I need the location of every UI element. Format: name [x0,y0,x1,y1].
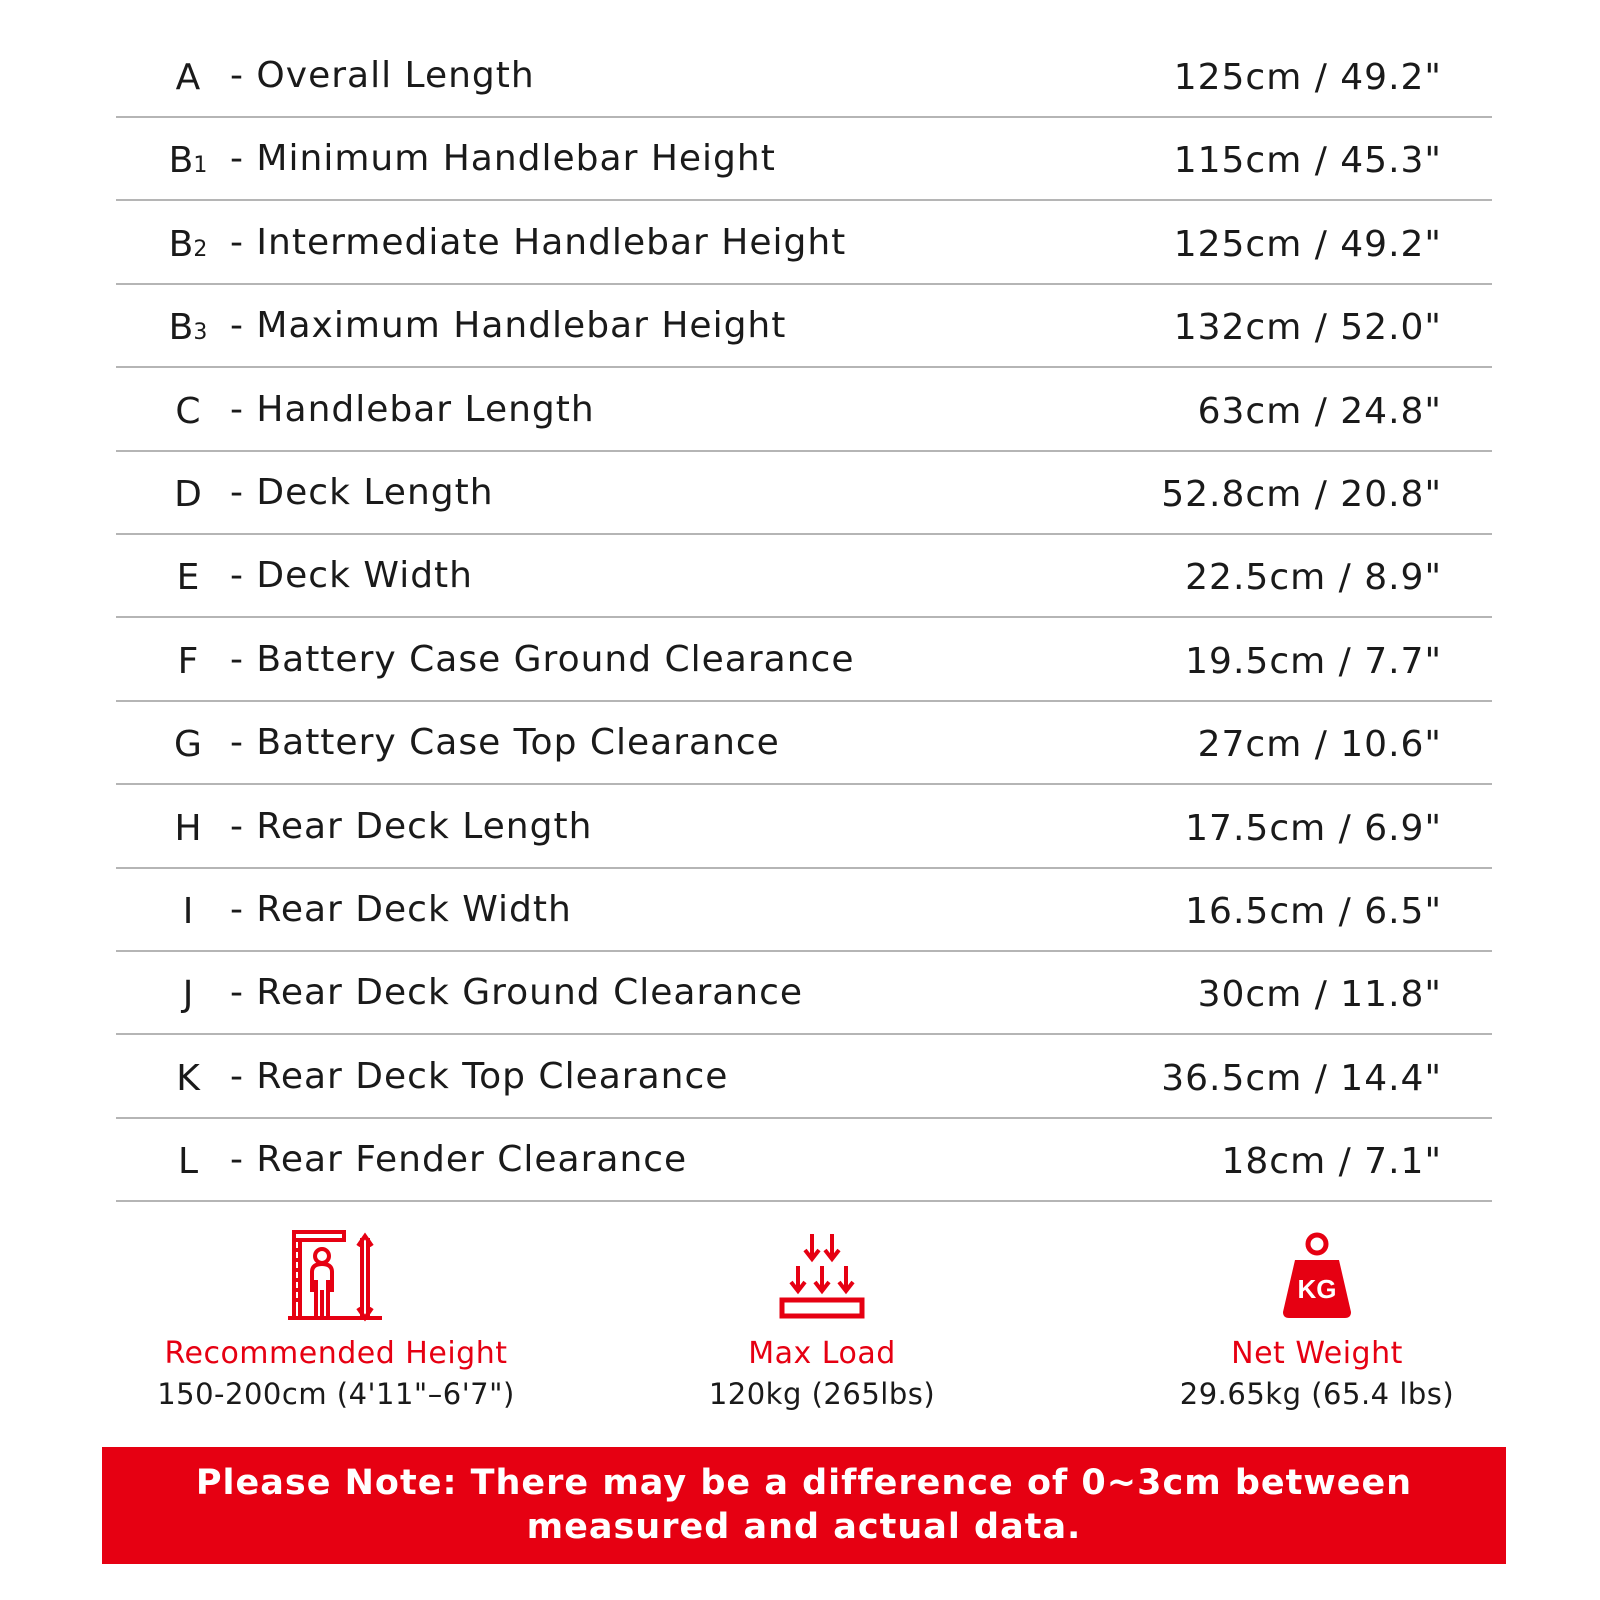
spec-value: 52.8cm / 20.8" [1161,474,1442,515]
spec-row: J - Rear Deck Ground Clearance 30cm / 11… [116,950,1492,1036]
spec-letter: F [177,640,199,682]
spec-name: - Minimum Handlebar Height [230,138,776,180]
spec-value: 16.5cm / 6.5" [1185,891,1442,932]
spec-name: - Deck Width [230,555,473,597]
spec-row: B3 - Maximum Handlebar Height 132cm / 52… [116,283,1492,369]
disclaimer-banner: Please Note: There may be a difference o… [102,1447,1506,1564]
svg-text:KG: KG [1298,1274,1337,1304]
spec-letter: B1 [168,140,208,182]
feature-recommended-height: Recommended Height 150-200cm (4'11"–6'7"… [106,1230,566,1411]
spec-name: - Battery Case Top Clearance [230,722,780,764]
spec-name: - Rear Deck Width [230,889,572,930]
weight-kg-icon: KG [1283,1232,1351,1318]
spec-letter: C [175,390,201,432]
spec-row: L - Rear Fender Clearance 18cm / 7.1" [116,1117,1492,1203]
spec-row: B1 - Minimum Handlebar Height 115cm / 45… [116,116,1492,202]
spec-row: C - Handlebar Length 63cm / 24.8" [116,367,1492,452]
spec-row: K - Rear Deck Top Clearance 36.5cm / 14.… [116,1034,1492,1119]
spec-value: 27cm / 10.6" [1197,724,1442,766]
spec-letter: B3 [168,307,208,349]
feature-max-load: Max Load 120kg (265lbs) [592,1230,1052,1411]
spec-value: 22.5cm / 8.9" [1185,557,1442,599]
spec-name: - Rear Deck Ground Clearance [230,972,804,1014]
feature-value: 120kg (265lbs) [708,1377,936,1411]
spec-letter: I [182,891,194,932]
max-load-icon [779,1234,865,1319]
spec-letter: J [182,974,194,1016]
spec-value: 19.5cm / 7.7" [1185,640,1442,682]
spec-value: 132cm / 52.0" [1173,307,1442,349]
spec-row: G - Battery Case Top Clearance 27cm / 10… [116,700,1492,786]
spec-letter: B2 [168,223,208,265]
spec-row: E - Deck Width 22.5cm / 8.9" [116,533,1492,619]
spec-value: 63cm / 24.8" [1197,390,1442,432]
disclaimer-line-1: Please Note: There may be a difference o… [195,1463,1413,1503]
spec-row: H - Rear Deck Length 17.5cm / 6.9" [116,784,1492,869]
spec-name: - Rear Deck Top Clearance [230,1055,729,1097]
spec-value: 36.5cm / 14.4" [1161,1057,1442,1099]
spec-name: - Rear Fender Clearance [230,1139,688,1181]
feature-title: Recommended Height [164,1336,508,1371]
spec-name: - Rear Deck Length [230,805,593,847]
spec-name: - Intermediate Handlebar Height [230,221,847,263]
spec-letter: A [175,57,201,98]
spec-letter: K [176,1057,200,1099]
feature-value: 150-200cm (4'11"–6'7") [157,1377,515,1411]
spec-row: B2 - Intermediate Handlebar Height 125cm… [116,200,1492,285]
feature-net-weight: KG Net Weight 29.65kg (65.4 lbs) [1087,1230,1547,1411]
spec-letter: G [174,724,202,766]
spec-letter: D [174,474,202,515]
spec-name: - Battery Case Ground Clearance [230,638,855,680]
spec-letter: H [174,807,202,849]
spec-row: D - Deck Length 52.8cm / 20.8" [116,450,1492,535]
spec-value: 115cm / 45.3" [1173,140,1442,182]
height-measure-icon [288,1230,382,1322]
disclaimer-line-2: measured and actual data. [526,1507,1082,1547]
spec-row: I - Rear Deck Width 16.5cm / 6.5" [116,867,1492,952]
spec-row: A - Overall Length 125cm / 49.2" [116,33,1492,118]
spec-value: 17.5cm / 6.9" [1185,807,1442,849]
spec-name: - Maximum Handlebar Height [230,305,787,347]
spec-value: 125cm / 49.2" [1173,223,1442,265]
spec-letter: L [177,1141,199,1183]
spec-name: - Overall Length [230,55,535,96]
feature-value: 29.65kg (65.4 lbs) [1179,1377,1455,1411]
spec-value: 125cm / 49.2" [1173,57,1442,98]
feature-title: Max Load [748,1336,896,1371]
spec-value: 30cm / 11.8" [1197,974,1442,1016]
spec-name: - Deck Length [230,472,494,513]
spec-letter: E [176,557,200,599]
feature-title: Net Weight [1231,1336,1403,1371]
spec-row: F - Battery Case Ground Clearance 19.5cm… [116,617,1492,702]
spec-name: - Handlebar Length [230,388,595,430]
spec-value: 18cm / 7.1" [1221,1141,1442,1183]
